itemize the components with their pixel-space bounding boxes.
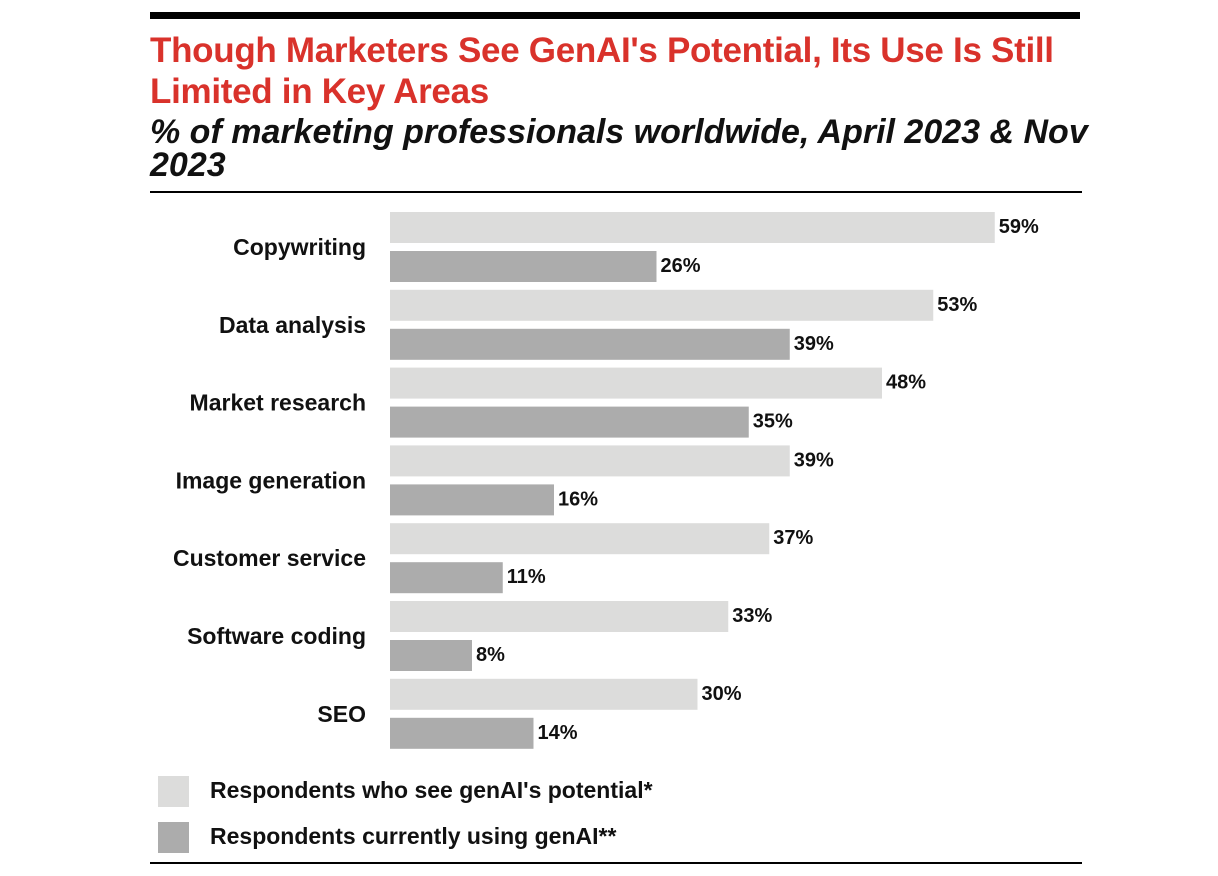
value-label-using-market-research: 35% — [753, 411, 793, 433]
value-label-using-image-generation: 16% — [558, 488, 598, 510]
chart-title: Though Marketers See GenAI's Potential, … — [150, 31, 1054, 111]
value-label-potential-image-generation: 39% — [794, 449, 834, 471]
bar-potential-customer-service — [390, 523, 770, 555]
legend-swatch-using — [158, 822, 189, 853]
header-divider — [150, 191, 1082, 193]
value-label-using-copywriting: 26% — [661, 255, 701, 277]
category-label-image-generation: Image generation — [176, 467, 366, 493]
value-label-potential-market-research: 48% — [886, 372, 926, 394]
legend-label-potential: Respondents who see genAI's potential* — [210, 777, 653, 803]
bar-potential-image-generation — [390, 445, 790, 477]
bar-using-image-generation — [390, 484, 554, 516]
value-label-using-seo: 14% — [538, 722, 578, 744]
bar-potential-seo — [390, 678, 698, 710]
bar-using-seo — [390, 717, 534, 749]
bar-using-data-analysis — [390, 328, 790, 360]
bar-using-software-coding — [390, 640, 472, 671]
value-label-potential-software-coding: 33% — [732, 605, 772, 627]
category-label-copywriting: Copywriting — [233, 234, 366, 260]
value-label-using-data-analysis: 39% — [794, 333, 834, 355]
bar-chart: Copywriting 59% 26% Data analysis 53% 39% Mark… — [173, 212, 1039, 749]
footer-divider — [150, 862, 1082, 864]
bar-using-customer-service — [390, 562, 503, 594]
bar-using-market-research — [390, 406, 749, 438]
value-label-using-customer-service: 11% — [507, 566, 546, 588]
bar-using-copywriting — [390, 251, 657, 282]
value-label-potential-copywriting: 59% — [999, 216, 1039, 238]
legend-swatch-potential — [158, 776, 189, 807]
value-label-potential-data-analysis: 53% — [937, 294, 977, 316]
bar-potential-software-coding — [390, 601, 729, 632]
bar-potential-data-analysis — [390, 289, 934, 321]
category-label-customer-service: Customer service — [173, 545, 366, 571]
top-rule — [150, 12, 1080, 19]
category-label-data-analysis: Data analysis — [219, 312, 366, 338]
legend-label-using: Respondents currently using genAI** — [210, 823, 617, 849]
category-label-seo: SEO — [317, 701, 366, 727]
value-label-potential-customer-service: 37% — [773, 527, 813, 549]
category-label-software-coding: Software coding — [187, 623, 366, 649]
category-label-market-research: Market research — [190, 390, 366, 416]
bar-potential-market-research — [390, 367, 882, 399]
value-label-potential-seo: 30% — [702, 683, 742, 705]
value-label-using-software-coding: 8% — [476, 644, 505, 666]
bar-potential-copywriting — [390, 212, 995, 243]
chart-subtitle: % of marketing professionals worldwide, … — [150, 113, 1088, 184]
